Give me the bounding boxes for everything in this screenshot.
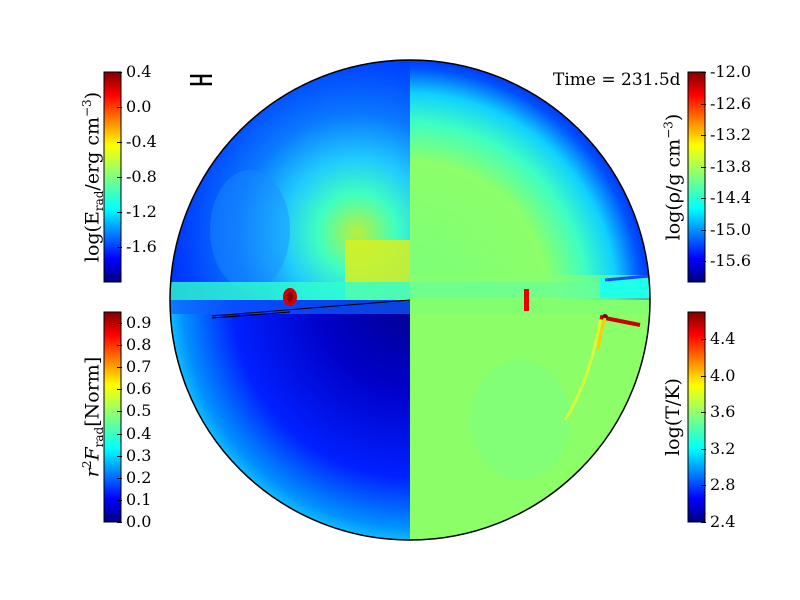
colorbar-tick-mark (117, 212, 122, 213)
colorbar-tick-mark (701, 448, 706, 450)
colorbar-tick-mark (701, 135, 706, 136)
colorbar-tick-mark (701, 166, 706, 168)
colorbar-tick-mark (117, 142, 122, 143)
label-flux: r2Frad[Norm] (79, 356, 107, 478)
colorbar-tick-mark (701, 198, 706, 199)
time-label: Time = 231.5d (553, 70, 681, 90)
colorbar-tick-mark (701, 339, 706, 341)
colorbar-tick-label: 4.4 (710, 329, 736, 349)
colorbar-tick-mark (117, 477, 122, 479)
colorbar-tick-mark (701, 72, 706, 73)
colorbar-tick-label: 2.4 (710, 512, 736, 531)
colorbar-tick-label: -15.6 (710, 251, 752, 270)
quadrant-density (410, 60, 650, 300)
colorbar-tick-mark (117, 455, 122, 457)
colorbar-tick-label: 0.4 (126, 62, 152, 81)
colorbar-tick-mark (117, 72, 122, 73)
colorbar-tick-label: 0.7 (126, 357, 152, 377)
colorbar-tick-label: 0.0 (126, 97, 152, 116)
scale-bar (190, 74, 212, 86)
label-density: log(ρ/g cm−3) (661, 113, 685, 241)
colorbar-tick-mark (701, 261, 706, 262)
colorbar-density (687, 71, 706, 283)
colorbar-tick-label: 0.6 (126, 379, 152, 399)
colorbar-temperature (687, 311, 706, 523)
label-energy-density: log(Erad/erg cm−3) (79, 91, 107, 263)
colorbar-tick-label: 2.8 (710, 475, 736, 495)
colorbar-tick-label: 3.6 (710, 402, 736, 422)
colorbar-tick-mark (117, 433, 122, 435)
colorbar-tick-mark (117, 107, 122, 108)
colorbar-tick-mark (117, 389, 122, 391)
colorbar-tick-mark (701, 412, 706, 414)
colorbar-tick-label: -15.0 (710, 219, 752, 239)
colorbar-tick-label: 4.0 (710, 365, 736, 385)
colorbar-tick-label: 0.2 (126, 467, 152, 487)
label-temperature: log(T/K) (662, 378, 684, 456)
quadrant-flux (170, 300, 410, 540)
colorbar-tick-mark (701, 103, 706, 105)
colorbar-tick-label: 0.8 (126, 335, 152, 355)
colorbar-tick-label: 0.9 (126, 313, 152, 333)
colorbar-tick-mark (701, 485, 706, 487)
colorbar-tick-mark (117, 411, 122, 413)
colorbar-tick-mark (701, 375, 706, 377)
colorbar-tick-mark (701, 229, 706, 231)
colorbar-tick-label: 3.2 (710, 438, 736, 458)
colorbar-tick-label: -1.6 (126, 237, 157, 256)
colorbar-tick-label: -13.8 (710, 156, 752, 176)
colorbar-tick-label: -13.2 (710, 125, 752, 144)
colorbar-tick-label: -0.8 (126, 167, 157, 186)
colorbar-tick-label: 0.4 (126, 423, 152, 443)
colorbar-tick-mark (117, 499, 122, 501)
colorbar-tick-label: -12.0 (710, 62, 752, 81)
colorbar-tick-label: -12.6 (710, 93, 752, 113)
colorbar-tick-label: -14.4 (710, 188, 752, 207)
colorbar-tick-mark (117, 323, 122, 325)
colorbar-tick-label: 0.1 (126, 489, 152, 509)
colorbar-tick-mark (117, 522, 122, 523)
colorbar-tick-mark (117, 247, 122, 248)
colorbar-tick-label: -1.2 (126, 202, 157, 221)
colorbar-tick-mark (117, 177, 122, 178)
colorbar-tick-label: 0.5 (126, 401, 152, 421)
colorbar-tick-label: -0.4 (126, 132, 157, 151)
colorbar-tick-mark (117, 367, 122, 369)
simulation-map (170, 60, 650, 540)
colorbar-tick-label: 0.0 (126, 512, 152, 531)
colorbar-tick-label: 0.3 (126, 445, 152, 465)
colorbar-tick-mark (701, 522, 706, 523)
colorbar-tick-mark (117, 345, 122, 347)
colorbar-flux (103, 311, 122, 523)
